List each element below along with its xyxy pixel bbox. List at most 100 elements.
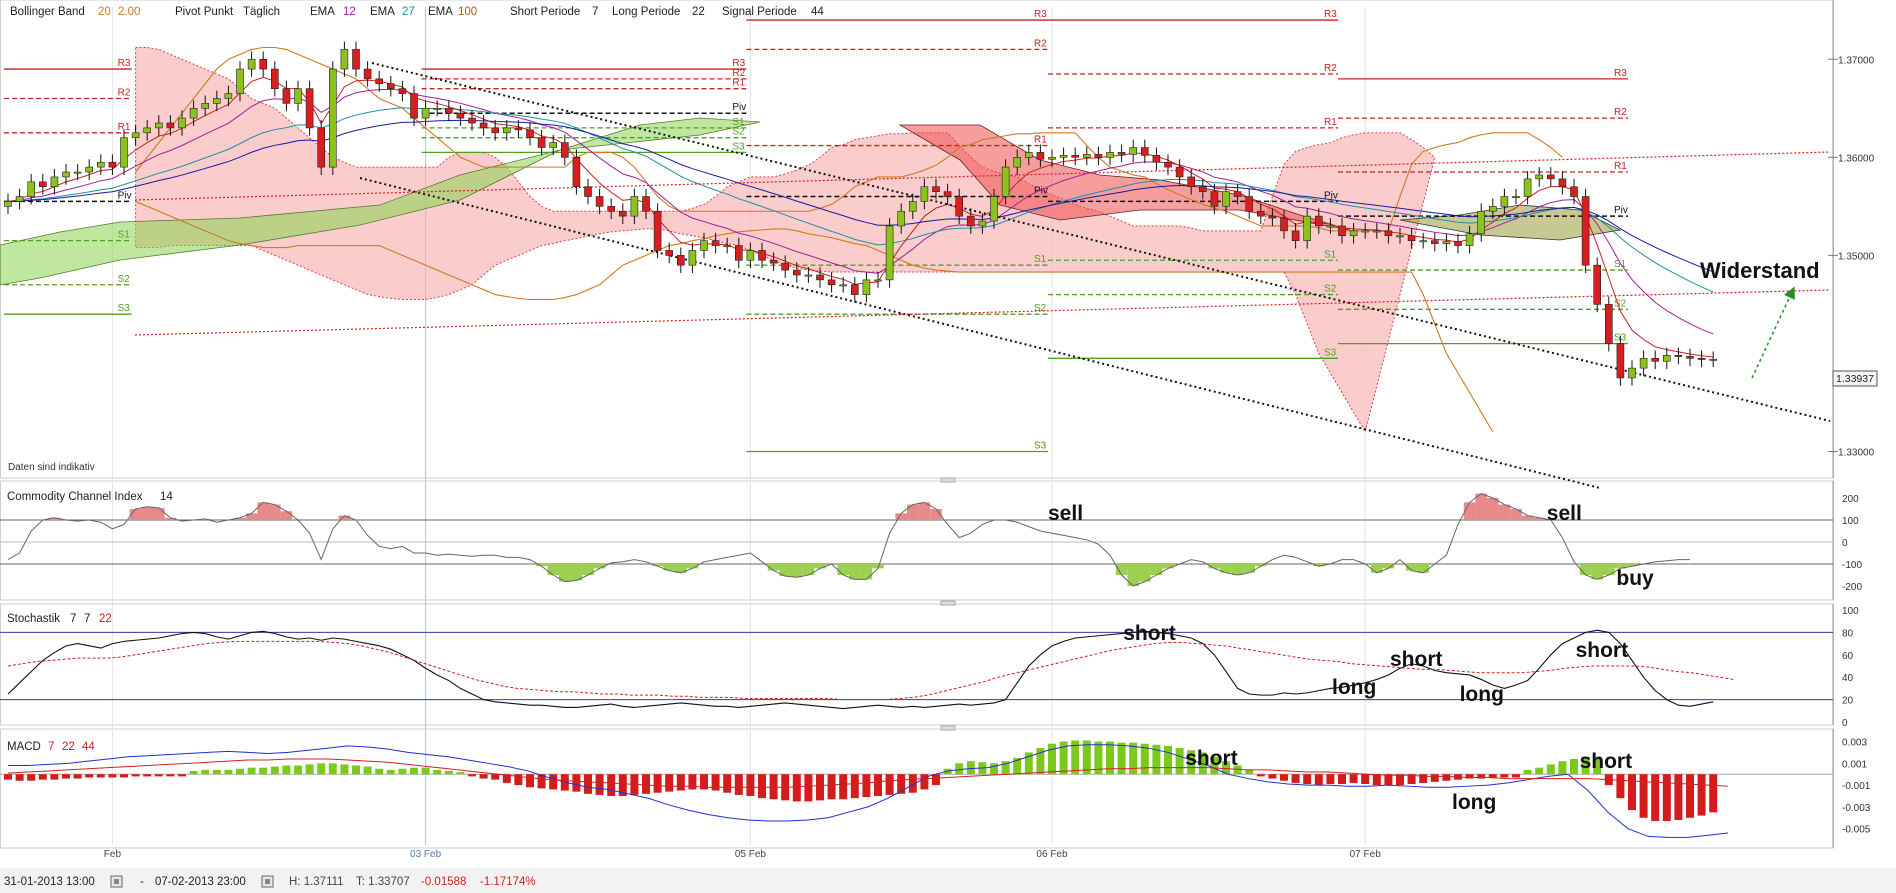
pivot-piv-label: Piv: [1614, 205, 1628, 216]
candle-body: [201, 103, 209, 109]
candle-body: [688, 250, 697, 266]
candle-body: [595, 196, 604, 207]
macd-histogram-bar: [1048, 743, 1056, 775]
legend-ema2-name: EMA: [370, 6, 395, 18]
macd-histogram-bar: [920, 774, 929, 790]
candle-body: [1373, 230, 1381, 233]
date-from: 31-01-2013 13:00: [4, 876, 95, 888]
ytick-label: 60: [1842, 651, 1854, 662]
macd-histogram-bar: [1036, 748, 1045, 775]
macd-histogram-bar: [1013, 757, 1022, 775]
candle-body: [1500, 196, 1509, 207]
candle-body: [1291, 230, 1300, 241]
panel-frame: [0, 728, 1834, 849]
candle-body: [1593, 264, 1601, 305]
ytick-label: 0.001: [1842, 759, 1867, 770]
candle-body: [908, 201, 917, 212]
macd-histogram-bar: [502, 774, 511, 783]
macd-histogram-bar: [131, 774, 140, 777]
macd-histogram-bar: [1164, 745, 1172, 775]
candle-body: [1558, 178, 1567, 188]
macd-histogram-bar: [549, 774, 558, 790]
macd-histogram-bar: [50, 774, 59, 780]
calendar-from-icon[interactable]: [110, 875, 123, 888]
macd-annotation-short: short: [1580, 750, 1633, 773]
panel-frame: [0, 480, 1834, 601]
candle-body: [1141, 147, 1149, 156]
candle-body: [1419, 240, 1427, 243]
calendar-to-icon[interactable]: [261, 875, 274, 888]
candle-body: [1581, 196, 1590, 266]
candle-body: [317, 127, 326, 168]
macd-histogram-bar: [700, 774, 708, 790]
macd-histogram-bar: [1314, 774, 1323, 786]
candle-body: [305, 88, 314, 129]
macd-histogram-bar: [688, 774, 697, 790]
macd-histogram-bar: [259, 767, 268, 775]
macd-histogram-bar: [723, 774, 732, 793]
stoch-k-line: [7, 629, 1714, 710]
ytick-label: 100: [1842, 606, 1859, 617]
macd-histogram-bar: [1024, 752, 1033, 775]
macd-histogram-bar: [1593, 756, 1602, 775]
legend-short-p1: 7: [592, 6, 598, 18]
candle-body: [1709, 358, 1717, 361]
xaxis-label: Feb: [104, 849, 122, 860]
macd-histogram-bar: [433, 769, 442, 775]
xaxis-label: 05 Feb: [735, 849, 767, 860]
candle-body: [1152, 155, 1161, 163]
macd-histogram-bar: [595, 774, 604, 795]
legend-bb-name: Bollinger Band: [10, 6, 85, 18]
candle-body: [340, 49, 349, 70]
macd-histogram-bar: [1117, 742, 1126, 775]
pivot-r3-label: R3: [118, 58, 131, 69]
macd-histogram-bar: [1384, 774, 1393, 786]
candle-body: [502, 127, 511, 134]
candle-body: [213, 98, 221, 104]
annotations: sell sell buy short short short long long short s…: [1048, 258, 1820, 814]
macd-histogram-bar: [212, 769, 221, 775]
ytick-label: 0.003: [1842, 738, 1867, 749]
legend-ema1-p1: 12: [343, 6, 356, 18]
macd-histogram-bar: [874, 774, 882, 796]
macd-histogram-bar: [932, 774, 940, 786]
macd-annotation-short: short: [1185, 747, 1238, 770]
ytick-label: 0: [1842, 538, 1848, 549]
candle-body: [781, 262, 790, 271]
candle-body: [1361, 230, 1369, 233]
macd-histogram-bar: [1303, 774, 1312, 785]
macd-histogram-bar: [270, 766, 279, 775]
candle-body: [746, 250, 755, 261]
candle-body: [804, 274, 813, 277]
candle-body: [676, 255, 685, 266]
pivot-s2-label: S2: [732, 127, 745, 138]
candle-body: [711, 240, 720, 246]
macd-histogram-bar: [839, 774, 848, 800]
ema-27-line: [7, 107, 1714, 293]
macd-histogram-bar: [885, 774, 894, 795]
macd-histogram-bar: [1175, 748, 1184, 775]
macd-histogram-bar: [120, 774, 128, 778]
macd-histogram-bar: [816, 774, 824, 801]
candle-body: [4, 201, 12, 207]
macd-histogram-bar: [1210, 756, 1219, 775]
cci-param: 14: [160, 491, 173, 503]
xaxis-label: 06 Feb: [1036, 849, 1068, 860]
candle-body: [1384, 230, 1393, 237]
candle-body: [1164, 161, 1172, 168]
macd-histogram-bar: [38, 774, 47, 780]
macd-histogram-bar: [1338, 774, 1346, 785]
macd-histogram-bar: [1361, 774, 1370, 785]
macd-histogram-bar: [792, 774, 801, 802]
macd-histogram-bar: [1280, 774, 1288, 781]
macd-histogram-bar: [734, 774, 743, 795]
stoch-annotation-short: short: [1576, 639, 1629, 662]
candle-body: [1407, 235, 1416, 241]
macd-histogram-bar: [908, 774, 917, 793]
ytick-label: 200: [1842, 494, 1859, 505]
candle-body: [734, 245, 743, 261]
pivot-s1-label: S1: [1324, 249, 1337, 260]
macd-histogram-bar: [1465, 774, 1474, 779]
macd-histogram-bar: [1396, 774, 1404, 786]
